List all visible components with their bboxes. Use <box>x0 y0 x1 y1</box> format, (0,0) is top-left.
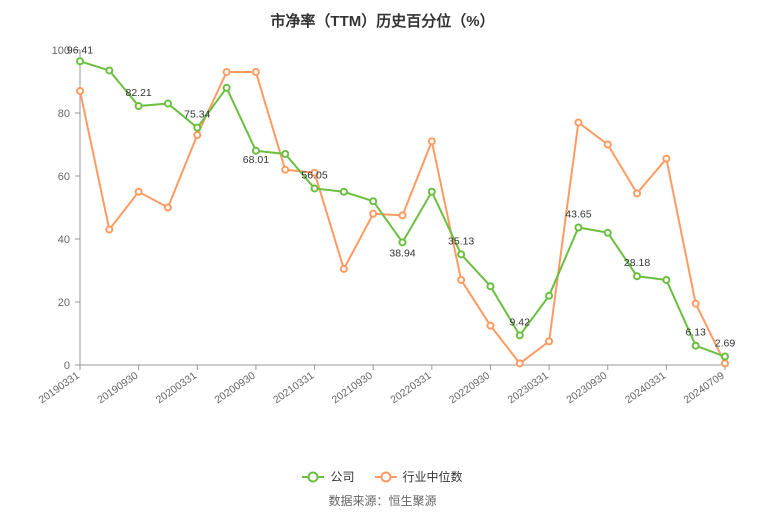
svg-text:20220930: 20220930 <box>447 370 492 407</box>
svg-text:20220331: 20220331 <box>388 370 433 407</box>
svg-text:56.05: 56.05 <box>301 169 327 181</box>
svg-text:96.41: 96.41 <box>67 44 93 56</box>
legend-item[interactable]: 行业中位数 <box>375 468 463 485</box>
legend-item[interactable]: 公司 <box>302 468 354 485</box>
data-source-label: 数据来源：恒生聚源 <box>0 492 765 509</box>
legend-swatch <box>375 472 397 482</box>
svg-text:28.18: 28.18 <box>624 257 650 269</box>
svg-text:38.94: 38.94 <box>389 247 415 259</box>
chart-title: 市净率（TTM）历史百分位（%） <box>0 0 765 31</box>
svg-text:35.13: 35.13 <box>448 235 474 247</box>
svg-text:82.21: 82.21 <box>125 87 151 99</box>
svg-text:20210331: 20210331 <box>271 370 316 407</box>
svg-text:20210930: 20210930 <box>330 370 375 407</box>
svg-text:20190930: 20190930 <box>95 370 140 407</box>
svg-text:80: 80 <box>58 108 70 120</box>
svg-text:20230930: 20230930 <box>564 370 609 407</box>
svg-text:20240709: 20240709 <box>682 370 727 407</box>
legend-swatch <box>302 472 324 482</box>
svg-text:20200930: 20200930 <box>212 370 257 407</box>
svg-text:75.34: 75.34 <box>184 109 210 121</box>
svg-text:2.69: 2.69 <box>715 338 736 350</box>
svg-text:6.13: 6.13 <box>685 327 706 339</box>
svg-text:43.65: 43.65 <box>565 209 591 221</box>
svg-text:68.01: 68.01 <box>243 154 269 166</box>
svg-text:0: 0 <box>64 360 70 372</box>
chart-card: 市净率（TTM）历史百分位（%） 02040608010020190331201… <box>0 0 765 517</box>
svg-text:20200331: 20200331 <box>154 370 199 407</box>
svg-text:9.42: 9.42 <box>510 316 531 328</box>
svg-text:20190331: 20190331 <box>37 370 82 407</box>
svg-text:20230331: 20230331 <box>506 370 551 407</box>
svg-text:20: 20 <box>58 297 70 309</box>
svg-text:20240331: 20240331 <box>623 370 668 407</box>
chart-legend: 公司 行业中位数 <box>0 468 765 485</box>
legend-label: 公司 <box>330 468 354 485</box>
chart-area: 0204060801002019033120190930202003312020… <box>0 30 765 450</box>
line-chart-svg: 0204060801002019033120190930202003312020… <box>0 30 765 450</box>
svg-text:40: 40 <box>58 234 70 246</box>
svg-text:60: 60 <box>58 171 70 183</box>
legend-label: 行业中位数 <box>403 468 463 485</box>
